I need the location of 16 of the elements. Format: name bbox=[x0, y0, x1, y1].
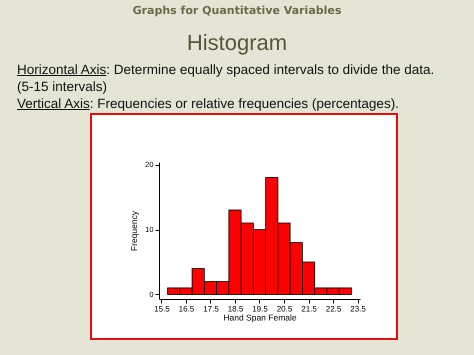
x-tick-label: 17.5 bbox=[203, 304, 220, 314]
x-axis-title: Hand Span Female bbox=[223, 312, 297, 322]
text: Horizontal Axis: Determine equally spaced intervals to divide the data. bbox=[17, 61, 434, 78]
x-tick-label: 21.5 bbox=[301, 304, 318, 314]
text: (5-15 intervals) bbox=[17, 78, 108, 95]
chart-title: Histogram bbox=[186, 30, 288, 56]
x-tick-label: 16.5 bbox=[178, 304, 195, 314]
x-tick-label: 15.5 bbox=[154, 304, 170, 314]
x-tick-label: 22.5 bbox=[326, 304, 342, 314]
x-tick-label: 19.5 bbox=[252, 304, 268, 314]
x-tick-label: 18.5 bbox=[228, 304, 244, 314]
y-axis-title: Frequency bbox=[129, 210, 140, 252]
chart-subtitle: Graphs for Quantitative Variables bbox=[132, 4, 342, 17]
text: Vertical Axis: Frequencies or relative frequencies (percentages). bbox=[17, 95, 400, 112]
x-tick-label: 23.5 bbox=[350, 304, 366, 314]
x-tick-label: 20.5 bbox=[276, 304, 293, 314]
